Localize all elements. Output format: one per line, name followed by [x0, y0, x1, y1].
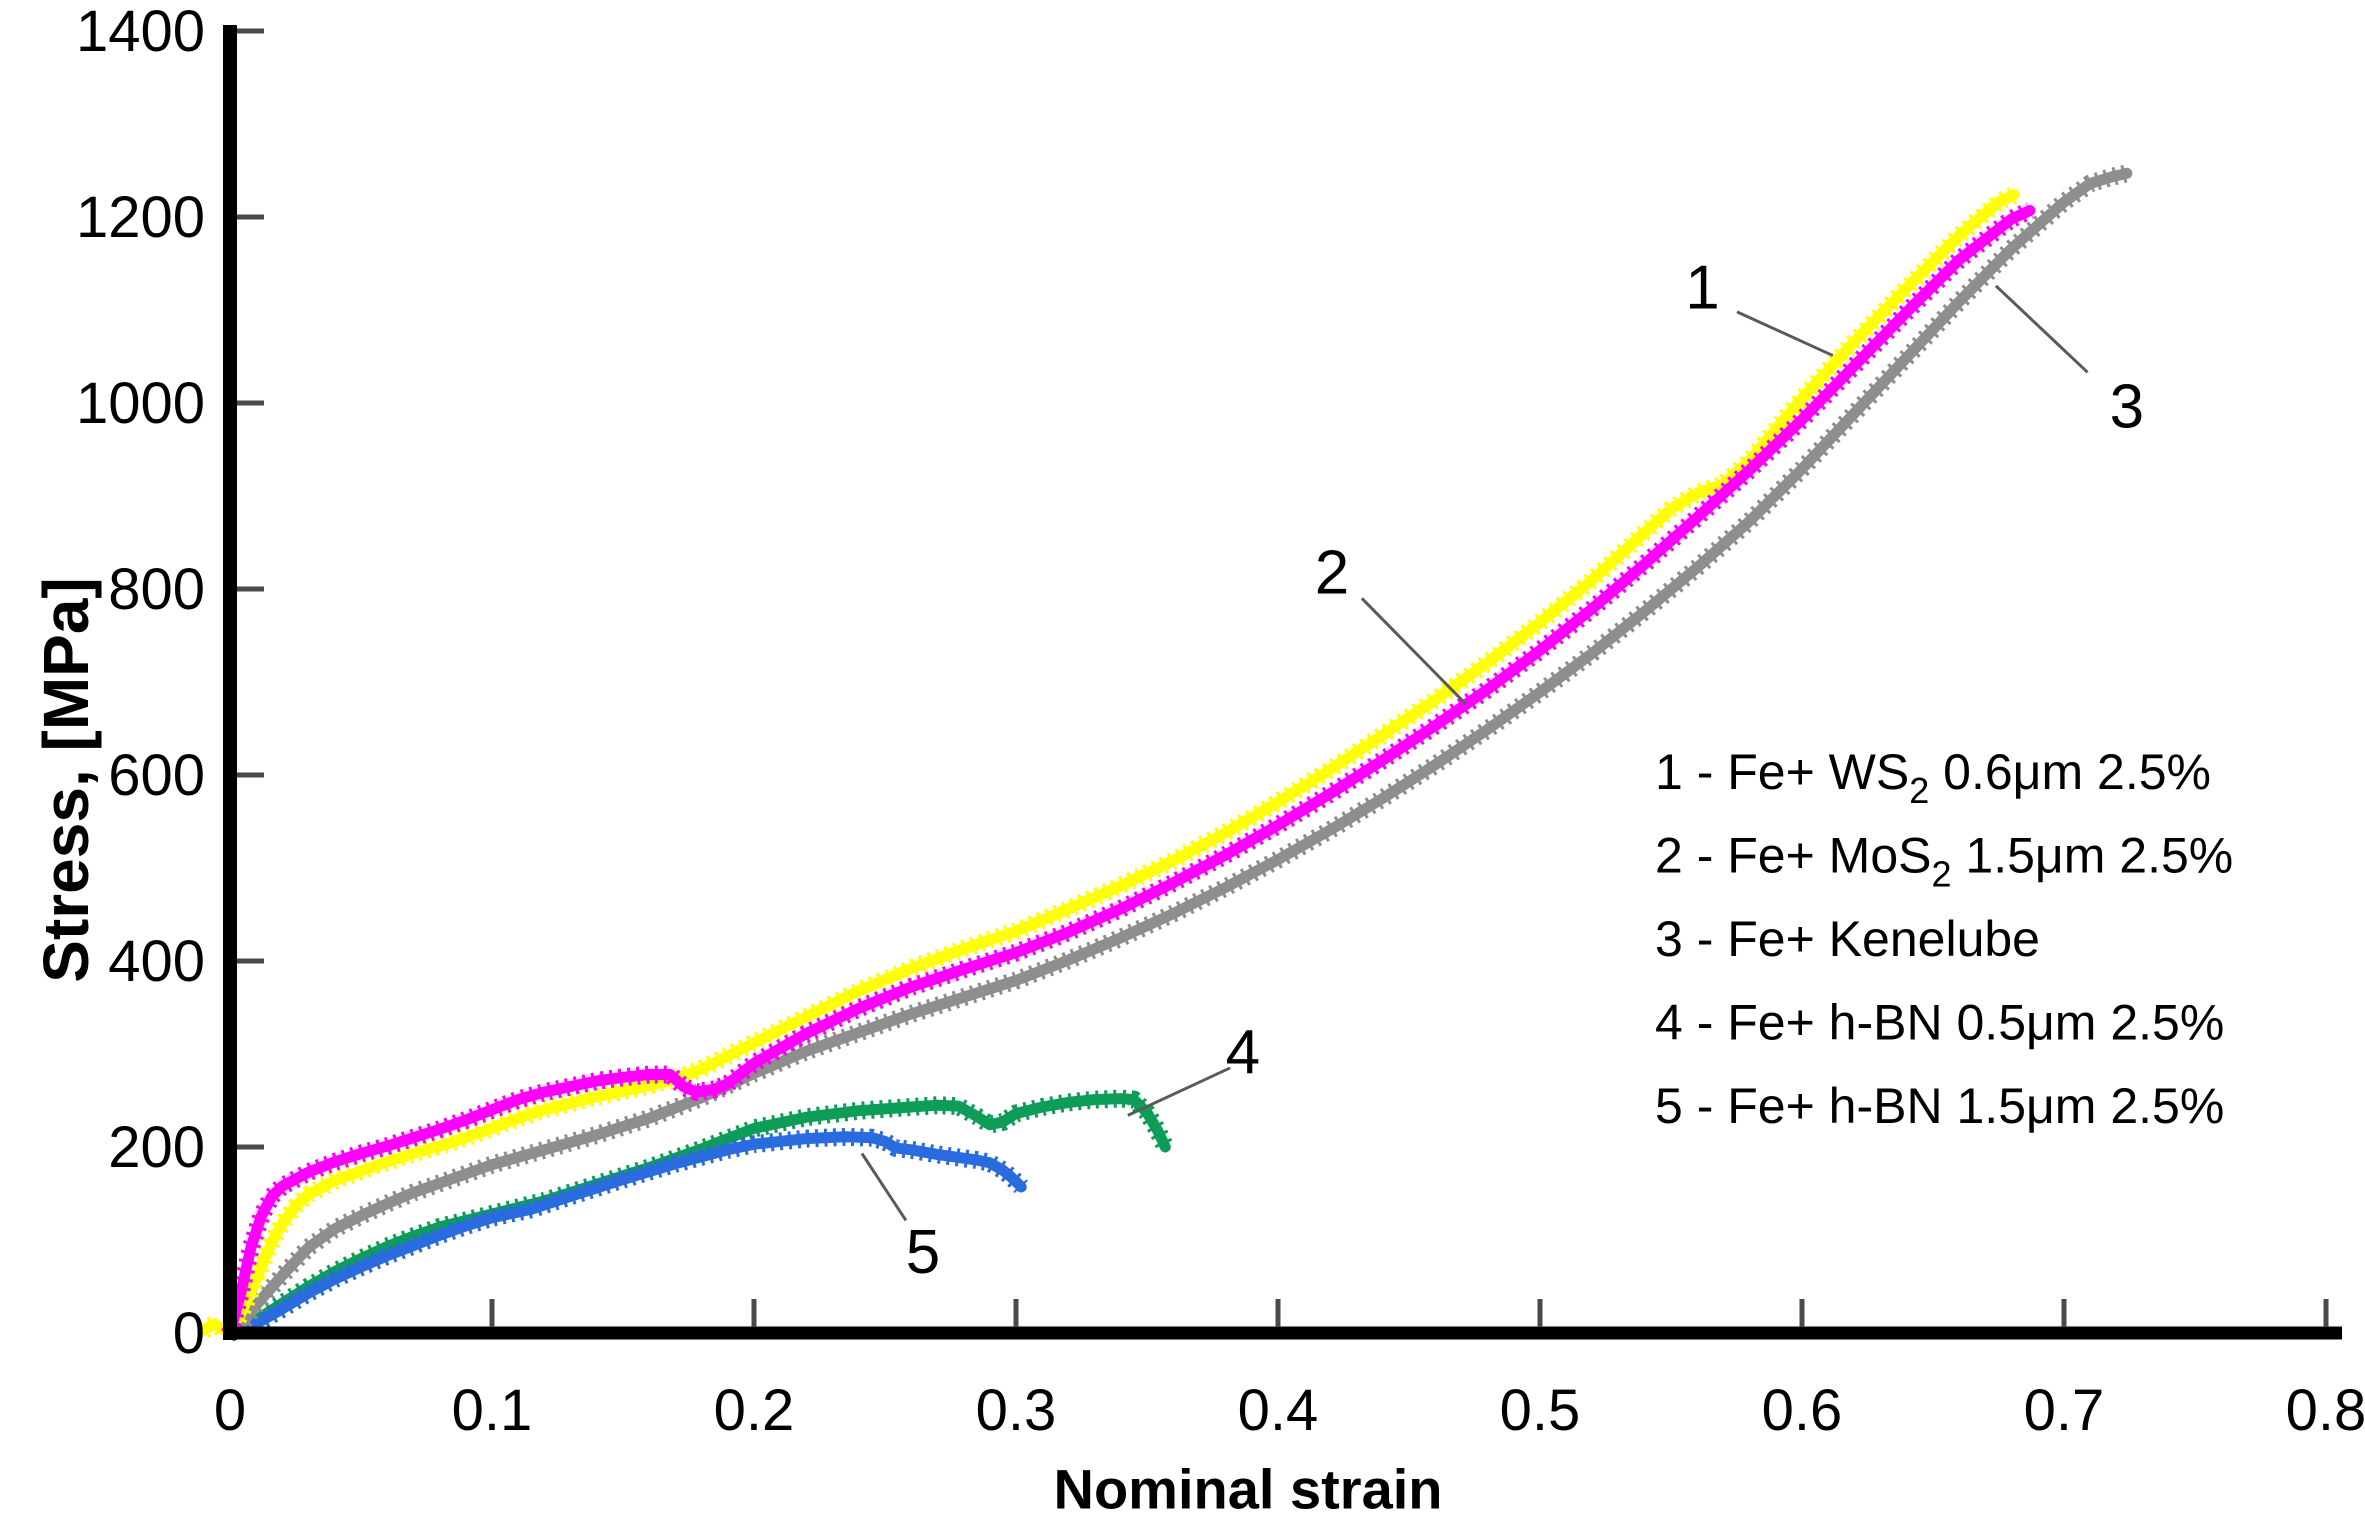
- x-tick-label: 0.1: [452, 1378, 533, 1443]
- curve-4: [224, 1093, 1171, 1339]
- curve-3: [224, 167, 2133, 1339]
- leader-line-5: [860, 1152, 908, 1222]
- x-tick-label: 0.5: [1500, 1378, 1581, 1443]
- legend-item-4: 4 - Fe+ h-BN 0.5μm 2.5%: [1655, 995, 2224, 1051]
- curve-number-label-3: 3: [2110, 373, 2144, 442]
- curve-number-label-4: 4: [1226, 1018, 1260, 1087]
- x-tick-label: 0.8: [2286, 1378, 2365, 1443]
- legend-item-3: 3 - Fe+ Kenelube: [1655, 911, 2040, 967]
- x-tick-label: 0.7: [2024, 1378, 2105, 1443]
- curve-2: [224, 205, 2036, 1339]
- curve-number-label-2: 2: [1315, 538, 1349, 607]
- y-tick-label: 600: [108, 743, 205, 808]
- y-tick-label: 1200: [76, 185, 205, 250]
- curve-number-label-1: 1: [1685, 254, 1719, 323]
- leader-line-2: [1360, 597, 1468, 706]
- y-tick-label: 800: [108, 557, 205, 622]
- curve-number-label-5: 5: [906, 1218, 940, 1287]
- y-tick-label: 0: [173, 1301, 205, 1366]
- leader-line-3: [1994, 284, 2089, 374]
- x-tick-label: 0.2: [714, 1378, 795, 1443]
- y-tick-label: 200: [108, 1115, 205, 1180]
- y-tick-label: 1400: [76, 0, 205, 64]
- x-axis-title: Nominal strain: [1053, 1457, 1443, 1521]
- curve-5: [224, 1131, 1027, 1339]
- curve-1: [198, 189, 2020, 1337]
- x-tick-label: 0: [214, 1378, 246, 1443]
- legend-item-2: 2 - Fe+ MoS2 1.5μm 2.5%: [1655, 828, 2233, 895]
- x-tick-label: 0.6: [1762, 1378, 1843, 1443]
- x-tick-label: 0.3: [976, 1378, 1057, 1443]
- x-tick-label: 0.4: [1238, 1378, 1319, 1443]
- legend-item-5: 5 - Fe+ h-BN 1.5μm 2.5%: [1655, 1078, 2224, 1134]
- y-axis-title: Stress, [MPa]: [30, 577, 102, 983]
- y-tick-label: 1000: [76, 371, 205, 436]
- y-tick-label: 400: [108, 929, 205, 994]
- legend-item-1: 1 - Fe+ WS2 0.6μm 2.5%: [1655, 744, 2211, 811]
- leader-line-1: [1736, 310, 1834, 357]
- leader-line-4: [1127, 1066, 1231, 1117]
